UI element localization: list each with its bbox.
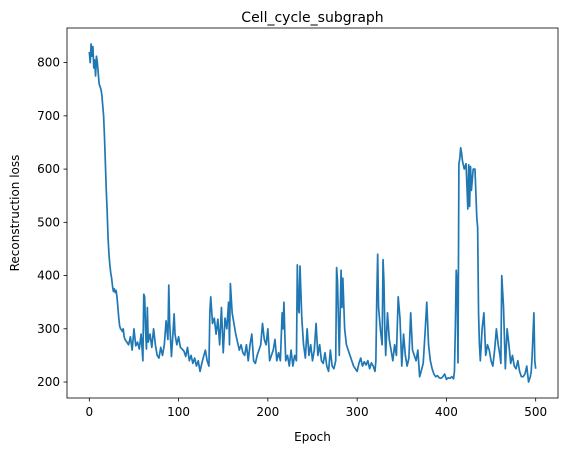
chart-title: Cell_cycle_subgraph <box>241 10 383 26</box>
y-tick-label: 700 <box>37 109 60 123</box>
series-line <box>88 43 537 383</box>
y-tick-label: 800 <box>37 56 60 70</box>
plot-frame <box>66 27 559 399</box>
y-tick-label: 400 <box>37 269 60 283</box>
y-tick-label: 200 <box>37 375 60 389</box>
x-axis-ticks: 0 100 200 300 400 500 <box>85 398 547 419</box>
y-tick-label: 600 <box>37 162 60 176</box>
x-tick-label: 0 <box>85 405 93 419</box>
x-tick-label: 500 <box>524 405 547 419</box>
x-axis-label: Epoch <box>294 430 331 444</box>
x-tick-label: 100 <box>167 405 190 419</box>
y-tick-label: 300 <box>37 322 60 336</box>
x-tick-label: 300 <box>346 405 369 419</box>
x-tick-label: 400 <box>435 405 458 419</box>
x-tick-label: 200 <box>256 405 279 419</box>
y-tick-label: 500 <box>37 215 60 229</box>
y-axis-label: Reconstruction loss <box>8 155 22 272</box>
y-axis-ticks: 200 300 400 500 600 700 800 <box>37 56 67 389</box>
